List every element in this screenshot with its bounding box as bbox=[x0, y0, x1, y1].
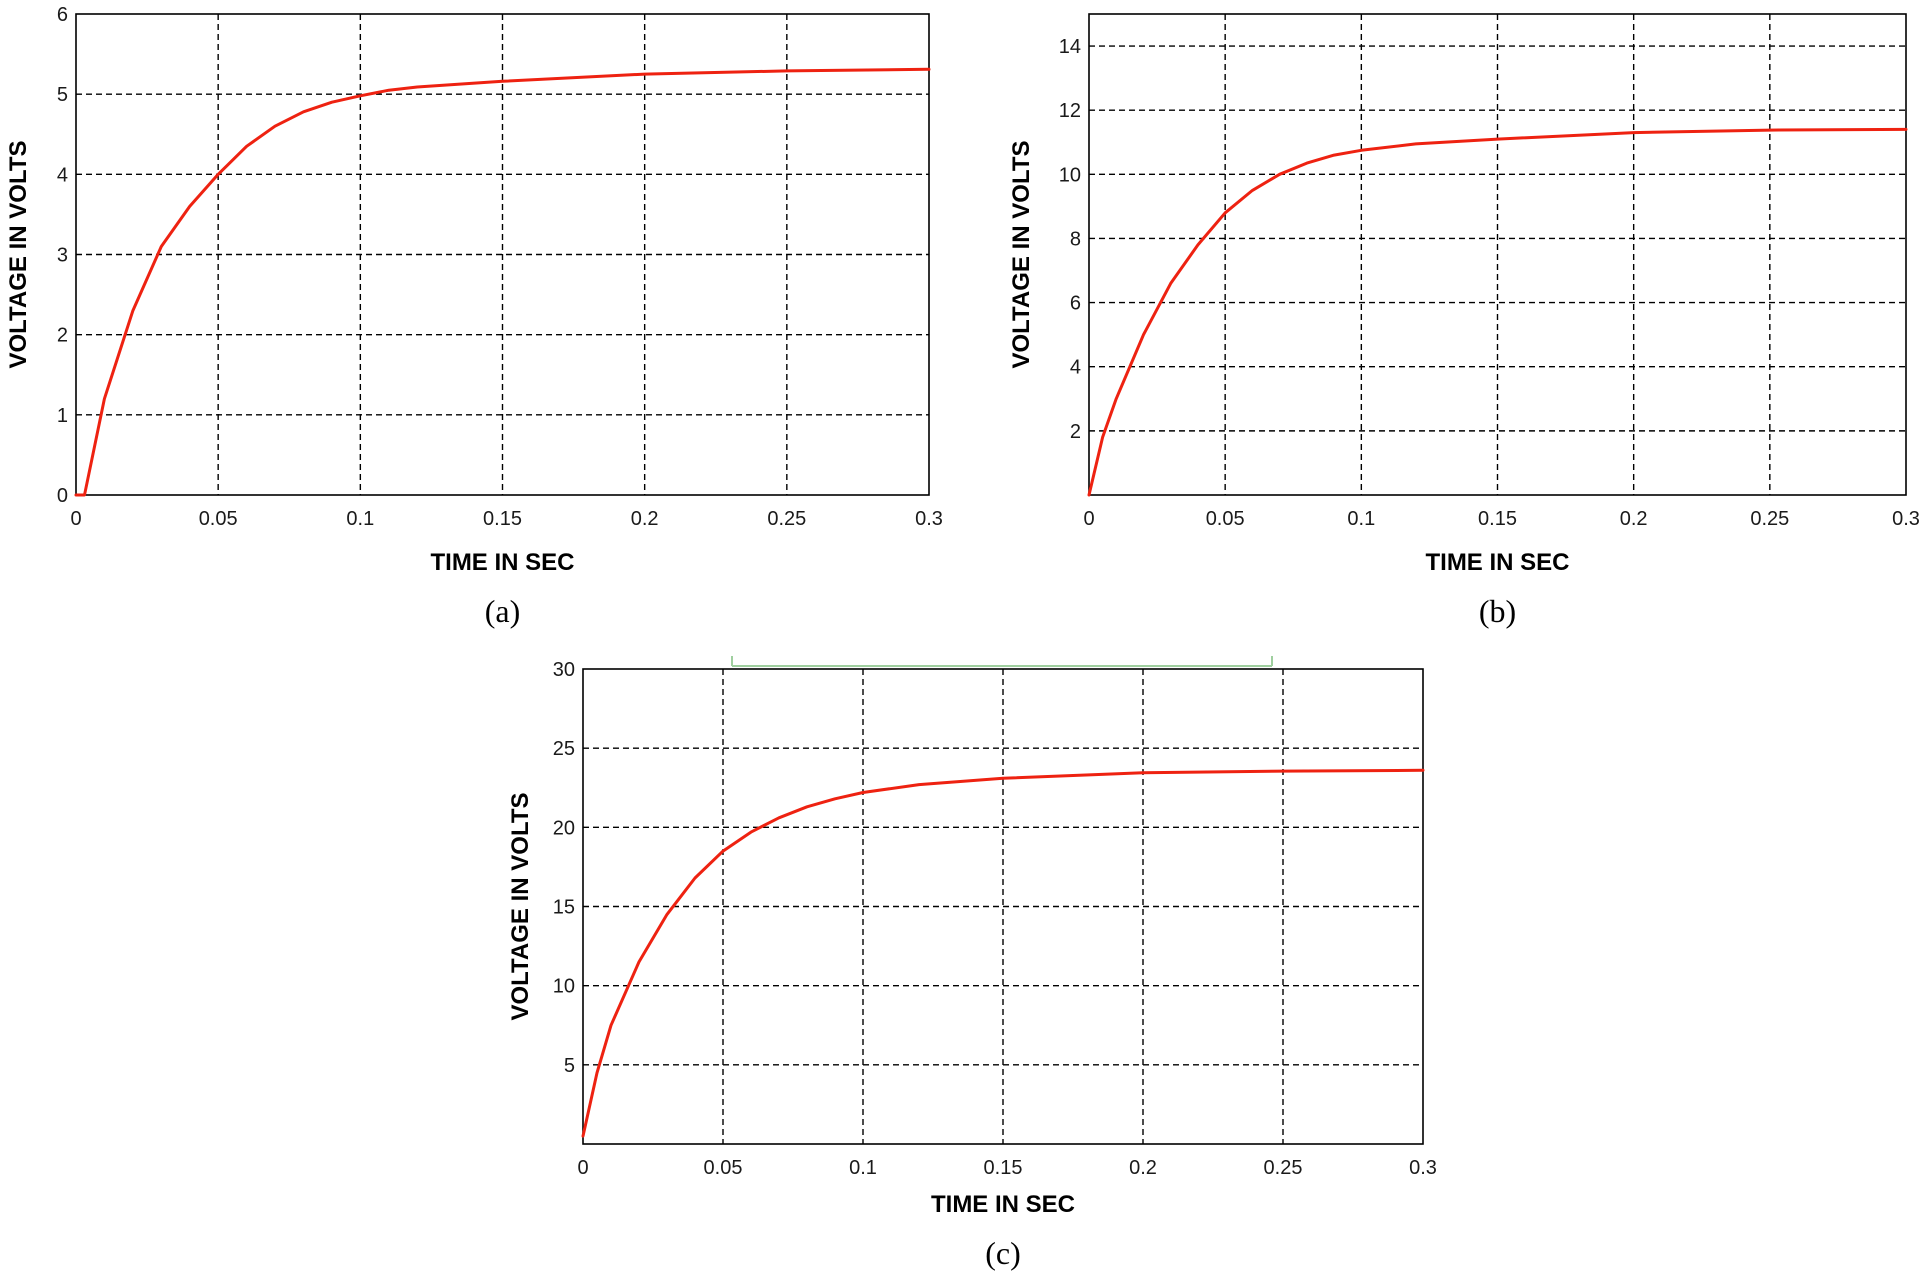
x-tick-label: 0.25 bbox=[1264, 1157, 1303, 1179]
x-tick-label: 0.2 bbox=[631, 508, 659, 530]
y-tick-label: 10 bbox=[1059, 164, 1081, 186]
series-line bbox=[74, 67, 931, 497]
y-tick-label: 5 bbox=[57, 84, 68, 106]
y-tick-label: 0 bbox=[57, 485, 68, 507]
figure-caption: (b) bbox=[1479, 593, 1516, 629]
y-tick-label: 4 bbox=[1070, 357, 1081, 379]
y-tick-label: 30 bbox=[553, 659, 575, 681]
figure-caption: (a) bbox=[485, 593, 521, 629]
x-tick-label: 0.25 bbox=[767, 508, 806, 530]
x-tick-label: 0.15 bbox=[984, 1157, 1023, 1179]
y-tick-label: 6 bbox=[1070, 293, 1081, 315]
chart-c: 0 0.05 0.1 0.15 0.2 0.25 0.3 5 10 15 20 25 30 TIME IN… bbox=[507, 659, 1437, 1271]
x-tick-label: 0.3 bbox=[1892, 508, 1920, 530]
y-tick-label: 8 bbox=[1070, 228, 1081, 250]
x-tick-label: 0.3 bbox=[915, 508, 943, 530]
x-tick-label: 0 bbox=[577, 1157, 588, 1179]
y-axis-title: VOLTAGE IN VOLTS bbox=[1008, 141, 1035, 369]
y-axis-title: VOLTAGE IN VOLTS bbox=[5, 141, 32, 369]
x-tick-label: 0.2 bbox=[1129, 1157, 1157, 1179]
x-tick-label: 0.3 bbox=[1409, 1157, 1437, 1179]
y-axis-title: VOLTAGE IN VOLTS bbox=[507, 793, 534, 1021]
x-tick-label: 0.1 bbox=[346, 508, 374, 530]
x-tick-label: 0.1 bbox=[849, 1157, 877, 1179]
chart-a: 0 0.05 0.1 0.15 0.2 0.25 0.3 0 1 2 3 4 5 6 TIME IN SEC… bbox=[5, 4, 943, 629]
x-tick-label: 0.05 bbox=[199, 508, 238, 530]
x-tick-label: 0 bbox=[1083, 508, 1094, 530]
y-tick-label: 25 bbox=[553, 738, 575, 760]
chart-b: 0 0.05 0.1 0.15 0.2 0.25 0.3 2 4 6 8 10 12 14 TIME IN … bbox=[1008, 13, 1920, 629]
series-line bbox=[1087, 127, 1908, 497]
figure-caption: (c) bbox=[985, 1235, 1021, 1271]
series-line bbox=[581, 768, 1425, 1138]
y-tick-label: 2 bbox=[1070, 421, 1081, 443]
x-tick-label: 0.05 bbox=[1206, 508, 1245, 530]
x-tick-label: 0.15 bbox=[1478, 508, 1517, 530]
y-tick-label: 10 bbox=[553, 976, 575, 998]
y-tick-label: 5 bbox=[564, 1055, 575, 1077]
x-tick-label: 0 bbox=[70, 508, 81, 530]
y-tick-label: 6 bbox=[57, 4, 68, 26]
y-tick-label: 20 bbox=[553, 817, 575, 839]
x-tick-label: 0.15 bbox=[483, 508, 522, 530]
x-axis-title: TIME IN SEC bbox=[931, 1191, 1075, 1218]
y-tick-label: 1 bbox=[57, 405, 68, 427]
y-tick-label: 14 bbox=[1059, 36, 1081, 58]
y-tick-label: 2 bbox=[57, 325, 68, 347]
y-tick-label: 12 bbox=[1059, 100, 1081, 122]
y-tick-label: 4 bbox=[57, 164, 68, 186]
x-tick-label: 0.2 bbox=[1620, 508, 1648, 530]
x-tick-label: 0.25 bbox=[1750, 508, 1789, 530]
x-tick-label: 0.05 bbox=[704, 1157, 743, 1179]
x-axis-title: TIME IN SEC bbox=[1425, 549, 1569, 576]
x-tick-label: 0.1 bbox=[1347, 508, 1375, 530]
y-tick-label: 3 bbox=[57, 245, 68, 267]
y-tick-label: 15 bbox=[553, 897, 575, 919]
x-axis-title: TIME IN SEC bbox=[430, 549, 574, 576]
